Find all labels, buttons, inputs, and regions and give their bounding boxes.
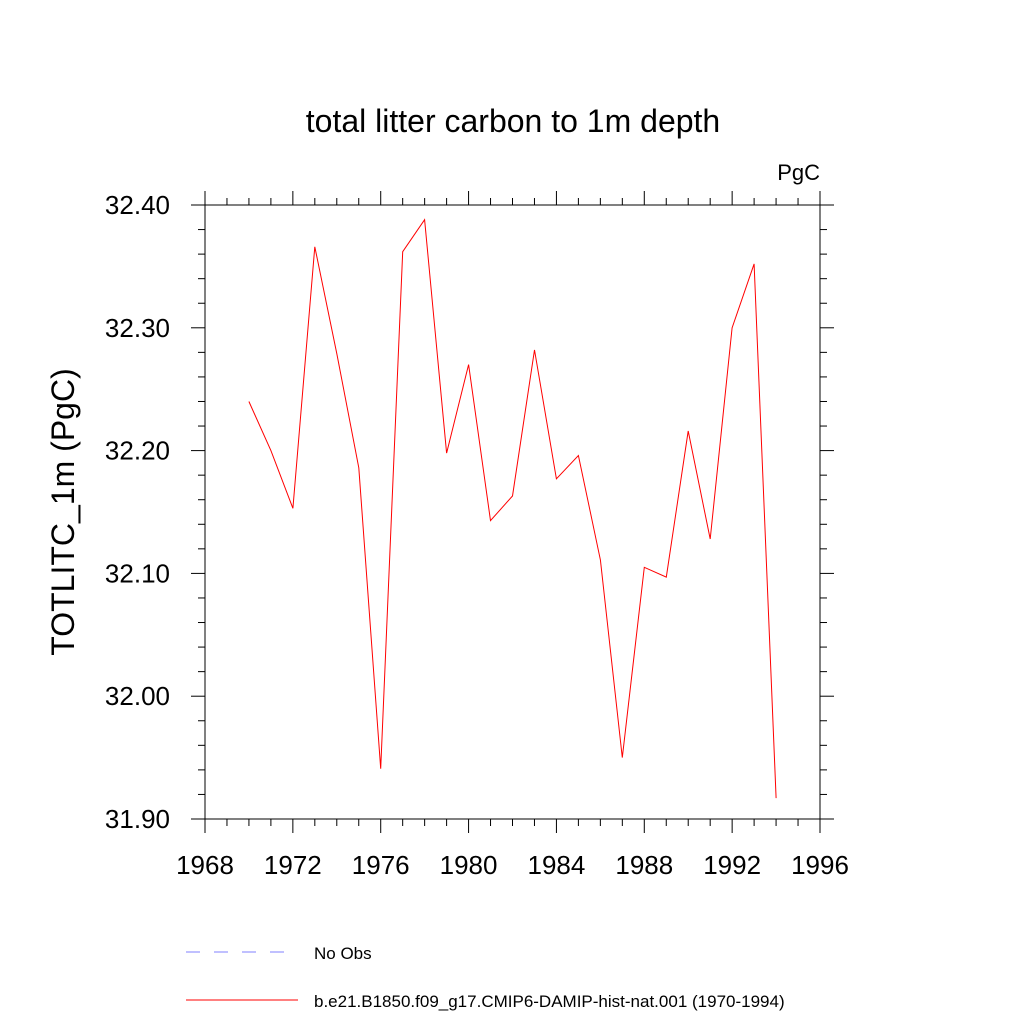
y-tick-label: 32.30 xyxy=(105,313,170,343)
x-tick-label: 1984 xyxy=(528,850,586,880)
x-axis: 1968 1972 1976 1980 1984 1988 1992 1996 xyxy=(176,191,849,880)
y-tick-label: 32.40 xyxy=(105,190,170,220)
series-layer xyxy=(248,218,777,799)
legend-label-no-obs: No Obs xyxy=(314,944,372,963)
legend-label-model: b.e21.B1850.f09_g17.CMIP6-DAMIP-hist-nat… xyxy=(314,992,785,1011)
y-axis: 31.90 32.00 32.10 32.20 32.30 32.40 xyxy=(105,190,834,834)
y-axis-label: TOTLITC_1m (PgC) xyxy=(45,368,81,655)
x-tick-label: 1976 xyxy=(352,850,410,880)
y-tick-label: 32.20 xyxy=(105,436,170,466)
y-tick-label: 32.00 xyxy=(105,681,170,711)
x-tick-label: 1968 xyxy=(176,850,234,880)
plot-frame xyxy=(204,204,821,820)
x-tick-label: 1988 xyxy=(615,850,673,880)
chart-title: total litter carbon to 1m depth xyxy=(306,103,720,139)
units-label: PgC xyxy=(777,160,820,185)
legend: No Obs b.e21.B1850.f09_g17.CMIP6-DAMIP-h… xyxy=(186,944,785,1011)
x-tick-label: 1996 xyxy=(791,850,849,880)
series-line xyxy=(248,218,777,799)
x-tick-label: 1972 xyxy=(264,850,322,880)
y-tick-label: 31.90 xyxy=(105,804,170,834)
x-tick-label: 1980 xyxy=(440,850,498,880)
x-tick-label: 1992 xyxy=(703,850,761,880)
y-tick-label: 32.10 xyxy=(105,558,170,588)
